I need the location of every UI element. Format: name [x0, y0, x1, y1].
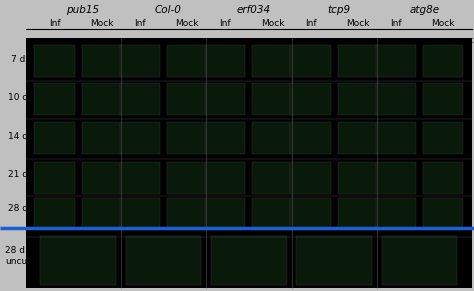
FancyBboxPatch shape: [375, 198, 416, 230]
FancyBboxPatch shape: [290, 162, 331, 194]
FancyBboxPatch shape: [82, 83, 122, 115]
FancyBboxPatch shape: [126, 236, 201, 285]
Text: Mock: Mock: [346, 19, 370, 28]
FancyBboxPatch shape: [290, 198, 331, 230]
Text: pub15: pub15: [66, 5, 100, 15]
FancyBboxPatch shape: [290, 122, 331, 154]
FancyBboxPatch shape: [35, 45, 75, 77]
Text: 28 d: 28 d: [8, 204, 28, 212]
FancyBboxPatch shape: [205, 162, 246, 194]
Text: Mock: Mock: [175, 19, 199, 28]
Text: Inf: Inf: [49, 19, 60, 28]
FancyBboxPatch shape: [423, 122, 464, 154]
FancyBboxPatch shape: [252, 83, 292, 115]
FancyBboxPatch shape: [337, 45, 378, 77]
FancyBboxPatch shape: [119, 162, 160, 194]
FancyBboxPatch shape: [167, 198, 208, 230]
Text: 28 d
uncut: 28 d uncut: [5, 246, 31, 266]
FancyBboxPatch shape: [375, 162, 416, 194]
FancyBboxPatch shape: [205, 198, 246, 230]
FancyBboxPatch shape: [167, 122, 208, 154]
Text: 10 d: 10 d: [8, 93, 28, 102]
FancyBboxPatch shape: [119, 198, 160, 230]
FancyBboxPatch shape: [26, 1, 472, 38]
Text: Mock: Mock: [90, 19, 114, 28]
FancyBboxPatch shape: [205, 122, 246, 154]
FancyBboxPatch shape: [82, 122, 122, 154]
FancyBboxPatch shape: [205, 45, 246, 77]
FancyBboxPatch shape: [82, 45, 122, 77]
FancyBboxPatch shape: [290, 45, 331, 77]
FancyBboxPatch shape: [35, 162, 75, 194]
FancyBboxPatch shape: [337, 122, 378, 154]
FancyBboxPatch shape: [375, 122, 416, 154]
FancyBboxPatch shape: [205, 83, 246, 115]
Text: Col-0: Col-0: [155, 5, 182, 15]
FancyBboxPatch shape: [290, 83, 331, 115]
FancyBboxPatch shape: [337, 83, 378, 115]
FancyBboxPatch shape: [252, 45, 292, 77]
Text: Mock: Mock: [431, 19, 455, 28]
FancyBboxPatch shape: [167, 45, 208, 77]
FancyBboxPatch shape: [35, 83, 75, 115]
Text: Mock: Mock: [261, 19, 284, 28]
Text: Inf: Inf: [219, 19, 231, 28]
FancyBboxPatch shape: [167, 83, 208, 115]
Text: tcp9: tcp9: [328, 5, 350, 15]
FancyBboxPatch shape: [40, 236, 116, 285]
Text: Inf: Inf: [390, 19, 401, 28]
FancyBboxPatch shape: [296, 236, 372, 285]
FancyBboxPatch shape: [423, 162, 464, 194]
FancyBboxPatch shape: [423, 83, 464, 115]
FancyBboxPatch shape: [35, 122, 75, 154]
Text: Inf: Inf: [134, 19, 146, 28]
FancyBboxPatch shape: [26, 38, 472, 288]
FancyBboxPatch shape: [252, 162, 292, 194]
Text: Inf: Inf: [305, 19, 316, 28]
FancyBboxPatch shape: [375, 45, 416, 77]
FancyBboxPatch shape: [119, 122, 160, 154]
Text: erf034: erf034: [237, 5, 271, 15]
FancyBboxPatch shape: [423, 198, 464, 230]
FancyBboxPatch shape: [375, 83, 416, 115]
FancyBboxPatch shape: [337, 162, 378, 194]
Text: 14 d: 14 d: [8, 132, 28, 141]
FancyBboxPatch shape: [211, 236, 287, 285]
Text: atg8e: atg8e: [409, 5, 439, 15]
FancyBboxPatch shape: [119, 83, 160, 115]
FancyBboxPatch shape: [382, 236, 457, 285]
FancyBboxPatch shape: [35, 198, 75, 230]
Text: 21 d: 21 d: [8, 170, 28, 179]
FancyBboxPatch shape: [337, 198, 378, 230]
FancyBboxPatch shape: [167, 162, 208, 194]
FancyBboxPatch shape: [252, 198, 292, 230]
FancyBboxPatch shape: [82, 198, 122, 230]
Text: 7 d: 7 d: [11, 55, 25, 64]
FancyBboxPatch shape: [252, 122, 292, 154]
FancyBboxPatch shape: [82, 162, 122, 194]
FancyBboxPatch shape: [119, 45, 160, 77]
FancyBboxPatch shape: [423, 45, 464, 77]
